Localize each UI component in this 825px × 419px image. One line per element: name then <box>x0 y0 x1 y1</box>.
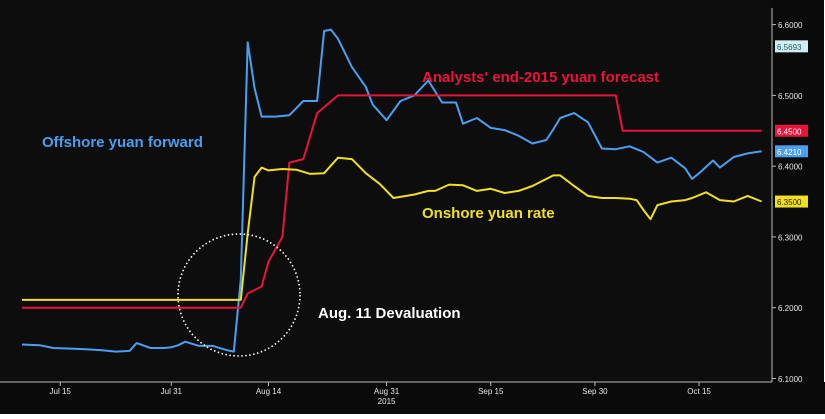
last-value-labels: 6.5693 6.4500 6.4210 6.3500 <box>775 40 808 208</box>
last-value-label-onshore: 6.3500 <box>775 195 808 208</box>
series-line-offshore-forward <box>21 28 762 353</box>
x-tick-label: Jul 31 <box>161 387 183 396</box>
x-tick-label: Oct 15 <box>687 387 711 396</box>
y-tick-label: 6.6000 <box>778 21 803 30</box>
annotation-onshore-yuan-rate: Onshore yuan rate <box>422 205 555 222</box>
x-axis-panel <box>0 382 825 414</box>
last-value-badge <box>775 195 808 208</box>
last-value-badge <box>775 124 808 137</box>
last-value-label-6.5693: 6.5693 <box>775 40 808 53</box>
y-axis: 6.1000 6.2000 6.3000 6.4000 6.5000 6.6000 <box>771 8 803 384</box>
last-value-text: 6.4210 <box>777 148 802 157</box>
last-value-label-forecast: 6.4500 <box>775 124 808 137</box>
series-line-onshore-rate <box>22 156 762 301</box>
x-tick-label: Sep 15 <box>478 387 504 396</box>
last-value-text: 6.4500 <box>777 127 802 136</box>
last-value-badge <box>775 40 808 53</box>
x-axis: Jul 15 Jul 31 Aug 14 Aug 31 Sep 15 Sep 30 Oct … <box>0 381 772 406</box>
y-tick-label: 6.2000 <box>778 304 803 313</box>
annotation-offshore-yuan-forward: Offshore yuan forward <box>42 134 203 151</box>
series-layer <box>21 28 762 353</box>
x-year-label: 2015 <box>378 397 396 406</box>
series-line-analysts-forecast <box>22 94 762 309</box>
y-tick-label: 6.5000 <box>778 92 803 101</box>
y-tick-label: 6.4000 <box>778 163 803 172</box>
annotation-analysts-forecast: Analysts' end-2015 yuan forecast <box>422 69 659 86</box>
last-value-label-offshore: 6.4210 <box>775 145 808 158</box>
last-value-text: 6.3500 <box>777 198 802 207</box>
last-value-text: 6.5693 <box>777 43 802 52</box>
x-tick-label: Jul 15 <box>50 387 72 396</box>
y-tick-label: 6.3000 <box>778 233 803 242</box>
devaluation-highlight-circle <box>177 233 301 357</box>
y-tick-label: 6.1000 <box>778 375 803 384</box>
x-tick-label: Sep 30 <box>582 387 608 396</box>
last-value-badge <box>775 145 808 158</box>
annotation-devaluation: Aug. 11 Devaluation <box>318 305 461 322</box>
x-tick-label: Aug 31 <box>374 387 400 396</box>
y-axis-panel <box>772 0 824 382</box>
x-tick-label: Aug 14 <box>256 387 282 396</box>
